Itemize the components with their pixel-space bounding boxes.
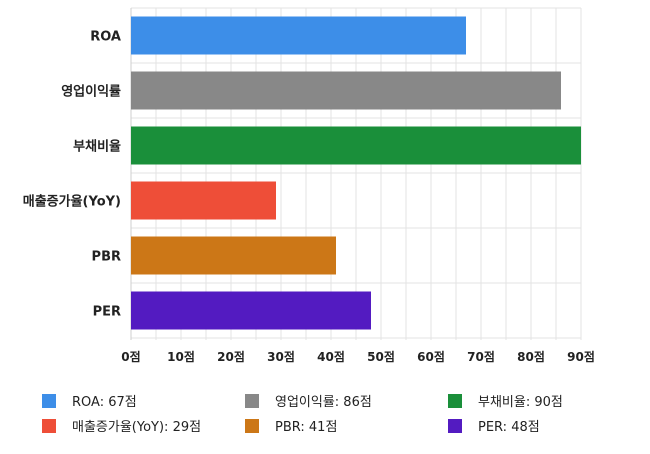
legend-label: ROA: 67점 (72, 395, 137, 410)
legend-swatch (448, 419, 462, 433)
legend-swatch (448, 394, 462, 408)
legend-swatch (42, 394, 56, 408)
legend-label: PER: 48점 (478, 420, 540, 435)
category-label: PBR (92, 250, 121, 265)
x-tick-label: 50점 (367, 349, 395, 364)
x-axis-ticks: 0점 10점 20점 30점 40점 50점 60점 70점 80점 90점 (121, 349, 595, 364)
bars (131, 16, 581, 330)
legend-swatch (42, 419, 56, 433)
bar-1 (131, 71, 561, 110)
bar-2 (131, 126, 581, 165)
category-label: 부채비율 (73, 139, 121, 155)
category-label: 영업이익률 (61, 84, 121, 100)
legend-label: 영업이익률: 86점 (275, 395, 372, 410)
x-tick-label: 80점 (517, 349, 545, 364)
bar-0 (131, 16, 466, 55)
legend-swatch (245, 419, 259, 433)
x-tick-label: 70점 (467, 349, 495, 364)
legend-label: PBR: 41점 (275, 420, 337, 435)
legend-label: 매출증가율(YoY): 29점 (72, 420, 201, 435)
category-label: 매출증가율(YoY) (23, 194, 121, 210)
bar-3 (131, 181, 276, 220)
bar-5 (131, 291, 371, 330)
x-tick-label: 60점 (417, 349, 445, 364)
legend-swatch (245, 394, 259, 408)
grid (130, 7, 582, 340)
x-tick-label: 90점 (567, 349, 595, 364)
bar-4 (131, 236, 336, 275)
category-label: PER (93, 305, 121, 320)
x-tick-label: 20점 (217, 349, 245, 364)
x-tick-label: 40점 (317, 349, 345, 364)
category-label: ROA (90, 30, 121, 45)
x-tick-label: 30점 (267, 349, 295, 364)
x-tick-label: 0점 (121, 349, 140, 364)
legend-label: 부채비율: 90점 (478, 395, 563, 410)
x-tick-label: 10점 (167, 349, 195, 364)
